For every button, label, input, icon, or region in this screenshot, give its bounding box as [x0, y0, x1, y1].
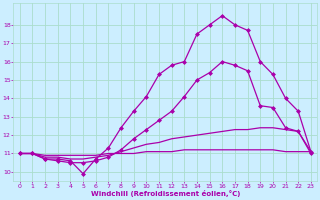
X-axis label: Windchill (Refroidissement éolien,°C): Windchill (Refroidissement éolien,°C) — [91, 190, 240, 197]
